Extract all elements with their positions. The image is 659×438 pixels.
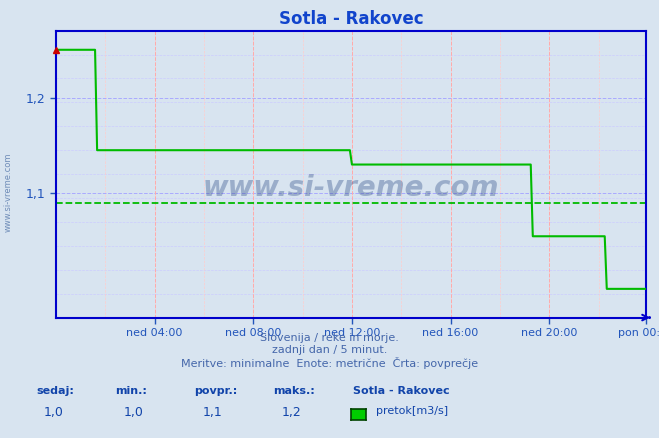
Text: pretok[m3/s]: pretok[m3/s]: [376, 406, 447, 417]
Text: www.si-vreme.com: www.si-vreme.com: [203, 174, 499, 202]
Text: 1,0: 1,0: [123, 406, 143, 420]
Text: povpr.:: povpr.:: [194, 386, 238, 396]
Text: maks.:: maks.:: [273, 386, 315, 396]
Text: sedaj:: sedaj:: [36, 386, 74, 396]
Text: Meritve: minimalne  Enote: metrične  Črta: povprečje: Meritve: minimalne Enote: metrične Črta:…: [181, 357, 478, 369]
Text: 1,2: 1,2: [281, 406, 301, 420]
Text: zadnji dan / 5 minut.: zadnji dan / 5 minut.: [272, 345, 387, 355]
Text: Sotla - Rakovec: Sotla - Rakovec: [353, 386, 449, 396]
Text: 1,1: 1,1: [202, 406, 222, 420]
Text: www.si-vreme.com: www.si-vreme.com: [4, 153, 13, 233]
Text: min.:: min.:: [115, 386, 147, 396]
Text: Slovenija / reke in morje.: Slovenija / reke in morje.: [260, 333, 399, 343]
Text: 1,0: 1,0: [44, 406, 64, 420]
Title: Sotla - Rakovec: Sotla - Rakovec: [279, 10, 423, 28]
